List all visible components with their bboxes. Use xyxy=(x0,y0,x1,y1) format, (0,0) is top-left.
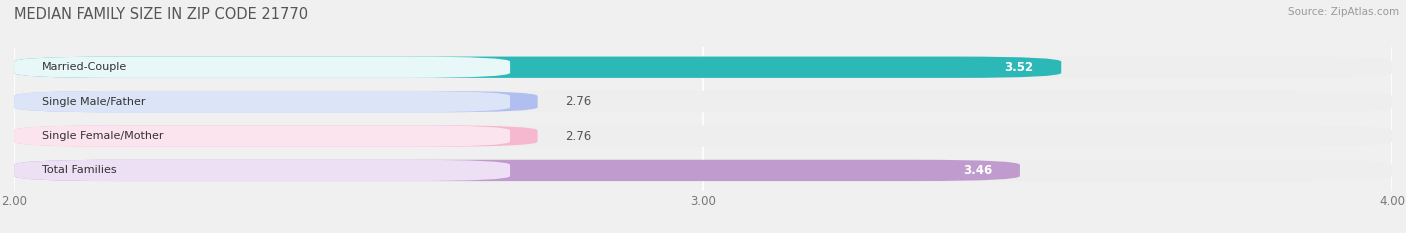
FancyBboxPatch shape xyxy=(14,125,537,147)
Text: Single Male/Father: Single Male/Father xyxy=(42,97,145,107)
FancyBboxPatch shape xyxy=(14,91,510,112)
Text: Single Female/Mother: Single Female/Mother xyxy=(42,131,163,141)
FancyBboxPatch shape xyxy=(14,91,1392,112)
FancyBboxPatch shape xyxy=(14,125,1392,147)
Text: Source: ZipAtlas.com: Source: ZipAtlas.com xyxy=(1288,7,1399,17)
FancyBboxPatch shape xyxy=(14,125,510,147)
FancyBboxPatch shape xyxy=(14,91,537,112)
FancyBboxPatch shape xyxy=(14,160,1019,181)
FancyBboxPatch shape xyxy=(14,57,510,78)
Text: 2.76: 2.76 xyxy=(565,95,592,108)
Text: Married-Couple: Married-Couple xyxy=(42,62,127,72)
Text: MEDIAN FAMILY SIZE IN ZIP CODE 21770: MEDIAN FAMILY SIZE IN ZIP CODE 21770 xyxy=(14,7,308,22)
Text: Total Families: Total Families xyxy=(42,165,117,175)
Text: 3.46: 3.46 xyxy=(963,164,993,177)
FancyBboxPatch shape xyxy=(14,160,510,181)
FancyBboxPatch shape xyxy=(14,57,1392,78)
FancyBboxPatch shape xyxy=(14,57,1062,78)
Text: 2.76: 2.76 xyxy=(565,130,592,143)
Text: 3.52: 3.52 xyxy=(1004,61,1033,74)
FancyBboxPatch shape xyxy=(14,160,1392,181)
